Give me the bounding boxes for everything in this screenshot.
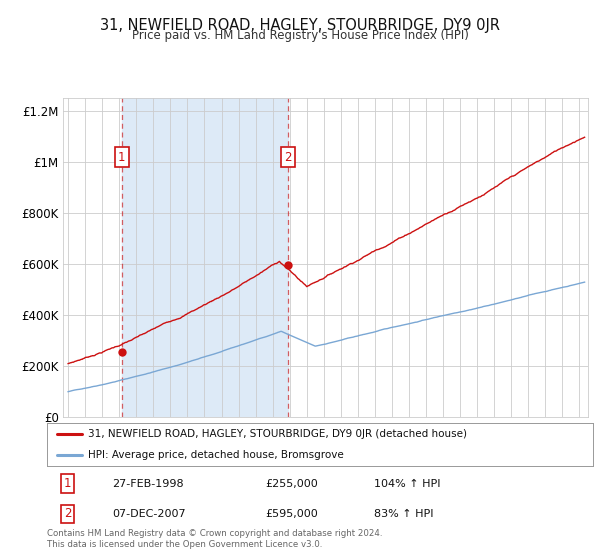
Bar [122,98,289,417]
Text: HPI: Average price, detached house, Bromsgrove: HPI: Average price, detached house, Brom… [88,450,343,460]
Text: Contains HM Land Registry data © Crown copyright and database right 2024.: Contains HM Land Registry data © Crown c… [47,529,382,538]
Text: 31, NEWFIELD ROAD, HAGLEY, STOURBRIDGE, DY9 0JR: 31, NEWFIELD ROAD, HAGLEY, STOURBRIDGE, … [100,18,500,33]
Text: 2: 2 [284,151,292,164]
Text: 83% ↑ HPI: 83% ↑ HPI [374,509,434,519]
Text: 07-DEC-2007: 07-DEC-2007 [112,509,186,519]
Text: 2: 2 [64,507,71,520]
Text: 27-FEB-1998: 27-FEB-1998 [112,479,184,488]
Text: 1: 1 [118,151,125,164]
Text: 104% ↑ HPI: 104% ↑ HPI [374,479,441,488]
Text: 31, NEWFIELD ROAD, HAGLEY, STOURBRIDGE, DY9 0JR (detached house): 31, NEWFIELD ROAD, HAGLEY, STOURBRIDGE, … [88,429,467,439]
Text: Price paid vs. HM Land Registry's House Price Index (HPI): Price paid vs. HM Land Registry's House … [131,29,469,42]
Text: 1: 1 [64,477,71,490]
Text: £255,000: £255,000 [265,479,318,488]
Text: £595,000: £595,000 [265,509,318,519]
Text: This data is licensed under the Open Government Licence v3.0.: This data is licensed under the Open Gov… [47,540,322,549]
